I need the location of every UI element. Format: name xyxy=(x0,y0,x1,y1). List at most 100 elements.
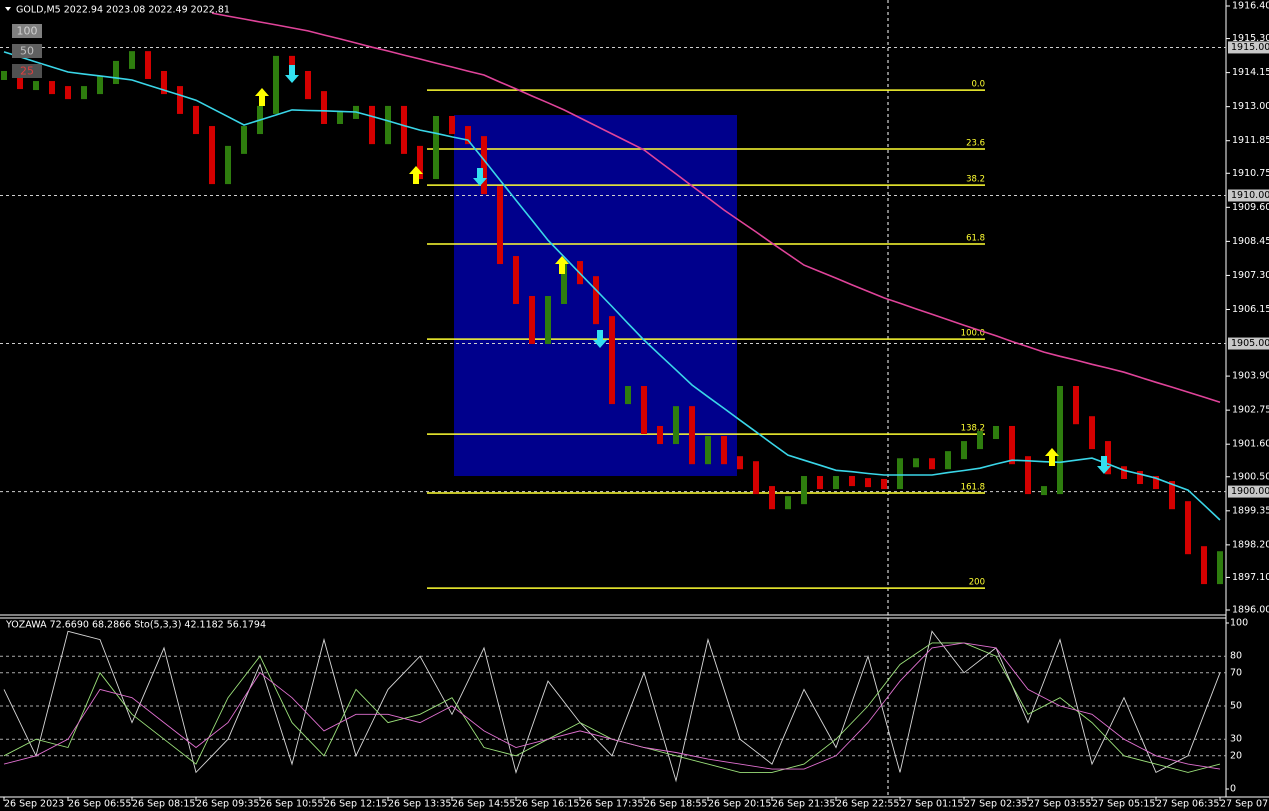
price-bar xyxy=(305,70,311,100)
zoom-button[interactable] xyxy=(12,24,42,38)
y-tick-label: 1896.00 xyxy=(1232,605,1269,616)
price-bar xyxy=(113,60,119,85)
signal-arrows xyxy=(255,65,1111,474)
sell-arrow xyxy=(473,168,487,186)
price-bar xyxy=(1009,425,1015,465)
price-bar xyxy=(945,451,951,470)
price-bar xyxy=(833,476,839,490)
price-bar xyxy=(81,86,87,100)
y-tick-label: 1901.60 xyxy=(1232,439,1269,450)
price-bar xyxy=(401,105,407,154)
price-bar xyxy=(417,145,423,180)
y-tick-label: 1897.10 xyxy=(1232,572,1269,583)
x-tick-label: 26 Sep 06:55 xyxy=(68,799,131,810)
buy-arrow xyxy=(555,256,569,274)
x-tick-label: 26 Sep 09:35 xyxy=(196,799,259,810)
x-tick-label: 27 Sep 07:55 xyxy=(1220,799,1269,810)
y-tick-label: 1903.90 xyxy=(1232,371,1269,382)
fib-level-label: 100.0 xyxy=(961,329,985,339)
price-bar xyxy=(145,51,151,79)
fib-level-label: 200 xyxy=(969,578,985,588)
y-tick-label: 80 xyxy=(1230,651,1242,662)
price-bar xyxy=(785,496,791,510)
price-bar xyxy=(689,406,695,465)
price-bar xyxy=(1121,466,1127,479)
price-level-label: 1900.00 xyxy=(1231,486,1269,497)
price-bar xyxy=(481,136,487,195)
price-bar xyxy=(753,461,759,495)
menu-triangle[interactable] xyxy=(5,7,11,11)
price-bar xyxy=(737,456,743,470)
price-bar xyxy=(593,276,599,325)
x-tick-label: 26 Sep 14:55 xyxy=(452,799,515,810)
fib-level-label: 161.8 xyxy=(961,483,985,493)
zoom-button[interactable] xyxy=(12,44,42,58)
x-tick-label: 27 Sep 02:35 xyxy=(964,799,1027,810)
x-tick-label: 26 Sep 16:15 xyxy=(516,799,579,810)
y-tick-label: 1915.30 xyxy=(1232,33,1269,44)
price-bar xyxy=(721,436,727,465)
y-tick-label: 70 xyxy=(1230,667,1242,678)
price-bar xyxy=(321,91,327,124)
moving-average xyxy=(3,51,1221,521)
y-tick-label: 1902.75 xyxy=(1232,405,1269,416)
price-bar xyxy=(545,296,551,344)
price-bar xyxy=(1217,551,1223,585)
price-bar xyxy=(497,186,503,265)
price-bar xyxy=(865,478,871,488)
y-tick-label: 1913.00 xyxy=(1232,101,1269,112)
y-tick-label: 0 xyxy=(1230,784,1236,795)
zoom-button-label[interactable]: 50 xyxy=(20,45,34,58)
oscillator-line xyxy=(3,630,1221,783)
price-bar xyxy=(849,476,855,487)
price-bar xyxy=(1153,476,1159,490)
y-tick-label: 1911.85 xyxy=(1232,135,1269,146)
x-tick-label: 26 Sep 13:35 xyxy=(388,799,451,810)
price-bar xyxy=(993,425,999,440)
x-tick-label: 27 Sep 05:15 xyxy=(1092,799,1155,810)
price-bar xyxy=(17,70,23,90)
fib-level-label: 0.0 xyxy=(971,80,985,90)
fib-level-label: 61.8 xyxy=(966,234,985,244)
x-tick-label: 27 Sep 01:15 xyxy=(900,799,963,810)
price-bar xyxy=(1137,470,1143,485)
x-tick-label: 26 Sep 18:55 xyxy=(644,799,707,810)
price-bar xyxy=(561,261,567,305)
y-tick-label: 20 xyxy=(1230,750,1242,761)
fib-level-label: 23.6 xyxy=(966,139,985,149)
price-bar xyxy=(657,425,663,445)
y-tick-label: 1908.45 xyxy=(1232,236,1269,247)
price-bar xyxy=(881,478,887,490)
price-bar xyxy=(673,406,679,445)
y-tick-label: 1900.50 xyxy=(1232,471,1269,482)
zoom-button[interactable] xyxy=(12,64,42,78)
price-bar xyxy=(1105,441,1111,475)
y-tick-label: 1909.60 xyxy=(1232,202,1269,213)
price-bar xyxy=(225,145,231,185)
sell-arrow xyxy=(593,330,607,348)
indicator-title: YOZAWA 72.6690 68.2866 Sto(5,3,3) 42.118… xyxy=(5,620,266,631)
zoom-button-label[interactable]: 100 xyxy=(17,25,38,38)
plot-layer: 0.0 23.6 38.2 61.8 100.0 138.2 161.8 200 xyxy=(0,12,1226,589)
price-bar xyxy=(33,81,39,91)
price-bar xyxy=(449,115,455,135)
x-tick-label: 26 Sep 08:15 xyxy=(132,799,195,810)
buy-arrow xyxy=(409,166,423,184)
price-bar xyxy=(609,316,615,405)
price-bar xyxy=(817,476,823,490)
y-tick-label: 1898.20 xyxy=(1232,539,1269,550)
price-bar xyxy=(1201,546,1207,585)
price-bar xyxy=(641,386,647,434)
price-bar xyxy=(193,105,199,135)
price-bar xyxy=(129,51,135,69)
price-bar xyxy=(465,126,471,145)
oscillator-line xyxy=(3,642,1221,770)
zoom-button-label[interactable]: 25 xyxy=(20,65,34,78)
fib-level-label: 138.2 xyxy=(961,424,985,434)
y-tick-label: 100 xyxy=(1230,618,1248,629)
price-bar xyxy=(241,126,247,154)
y-tick-label: 1910.75 xyxy=(1232,168,1269,179)
price-bar xyxy=(1089,416,1095,450)
y-tick-label: 30 xyxy=(1230,734,1242,745)
x-tick-label: 26 Sep 10:55 xyxy=(260,799,323,810)
